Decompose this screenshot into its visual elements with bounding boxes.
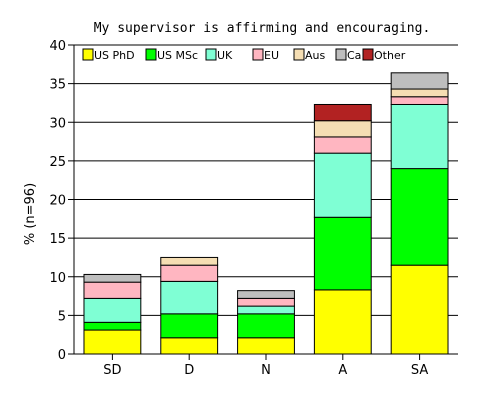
bar-segment: [160, 280, 219, 315]
y-tick-label: 25: [49, 155, 66, 170]
bar-segment: [160, 313, 219, 339]
bar-segment: [390, 168, 449, 266]
bar-segment: [83, 329, 142, 355]
legend-swatch: [293, 48, 305, 61]
x-tick-label: A: [338, 363, 347, 378]
bar-segment: [313, 136, 372, 154]
legend-swatch: [205, 48, 217, 61]
x-tick-label: D: [184, 363, 194, 378]
bar-segment: [313, 216, 372, 291]
y-tick-label: 20: [49, 194, 66, 209]
bar-segment: [390, 264, 449, 355]
bar-segment: [237, 290, 295, 299]
bar-segment: [390, 88, 449, 98]
bar-segment: [313, 103, 372, 122]
bar-segment: [313, 152, 372, 218]
y-tick-label: 15: [49, 232, 66, 247]
bar-segment: [390, 96, 449, 105]
chart-title: My supervisor is affirming and encouragi…: [94, 21, 431, 36]
bar-segment: [390, 103, 449, 170]
axes: 0 5 10 15 20 25 30 35 40 SD D N A SA: [49, 39, 458, 378]
bar-segment: [237, 305, 295, 315]
x-tick-label: SD: [103, 363, 121, 378]
legend-label: Aus: [305, 49, 325, 62]
bar-segment: [237, 297, 295, 307]
legend-swatch: [335, 48, 347, 61]
y-tick-label: 40: [49, 39, 66, 54]
bar-segment: [313, 289, 372, 355]
bar-segment: [160, 264, 219, 282]
legend-label: Ca: [347, 49, 361, 62]
bar-segment: [313, 120, 372, 138]
bar-segment: [83, 297, 142, 323]
x-tick-label: N: [261, 363, 271, 378]
bar-segment: [237, 337, 295, 355]
y-tick-label: 5: [58, 309, 66, 324]
bars: [83, 72, 449, 355]
legend: US PhD US MSc UK EU Aus Ca Other: [82, 48, 406, 62]
y-tick-label: 35: [49, 78, 66, 93]
legend-label: UK: [217, 49, 233, 62]
legend-label: US PhD: [94, 49, 135, 62]
legend-swatch: [362, 48, 374, 61]
bar-segment: [83, 321, 142, 331]
bar-segment: [160, 337, 219, 355]
legend-swatch: [252, 48, 264, 61]
bar-segment: [390, 72, 449, 90]
y-tick-label: 10: [49, 271, 66, 286]
y-tick-label: 30: [49, 116, 66, 131]
legend-label: Other: [374, 49, 406, 62]
bar-segment: [160, 256, 219, 266]
bar-segment: [83, 273, 142, 283]
legend-swatch: [145, 48, 157, 61]
bar-segment: [237, 313, 295, 339]
x-tick-label: SA: [411, 363, 428, 378]
legend-label: EU: [264, 49, 279, 62]
y-axis-label: % (n=96): [23, 183, 38, 245]
bar-segment: [83, 281, 142, 299]
legend-swatch: [82, 48, 94, 61]
y-tick-label: 0: [58, 348, 66, 363]
legend-label: US MSc: [157, 49, 198, 62]
